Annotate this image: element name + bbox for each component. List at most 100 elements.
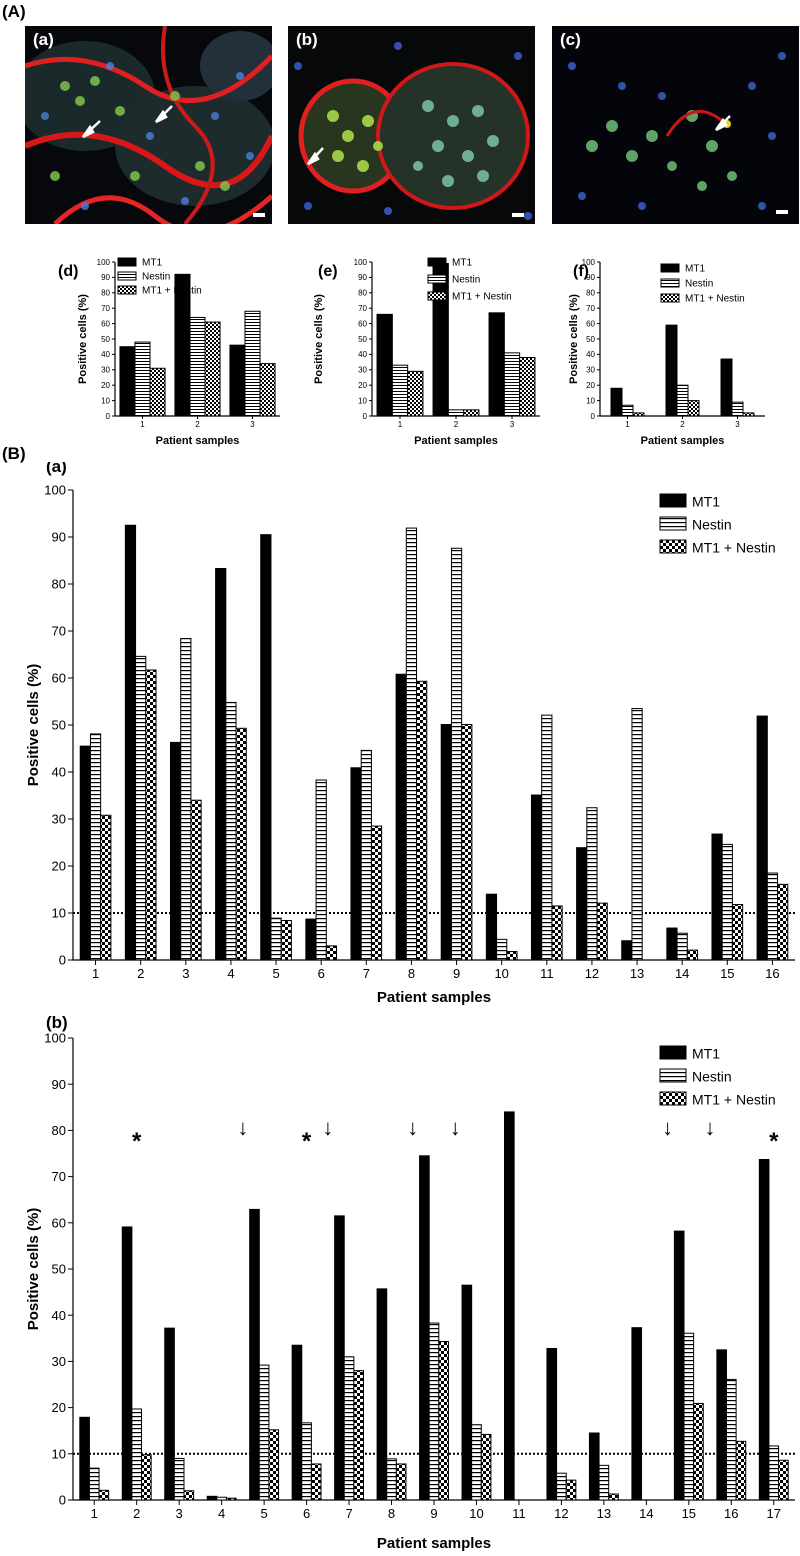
x-tick-label: 16 [765, 966, 779, 981]
bar [98, 1489, 110, 1501]
y-tick-label: 20 [52, 859, 66, 874]
y-tick-label: 30 [101, 366, 110, 375]
legend-mt1-label: MT1 [452, 258, 472, 269]
bar [334, 1215, 345, 1501]
chart-f: (f) Positive cells (%) Patient samples 0… [568, 258, 765, 447]
arrow-annotation: ↓ [322, 1115, 333, 1140]
bar [541, 714, 553, 961]
bar [315, 779, 327, 961]
y-tick-label: 10 [358, 396, 367, 405]
bar [621, 940, 633, 961]
y-tick-label: 20 [586, 381, 595, 390]
bar [432, 263, 449, 417]
bar [280, 920, 292, 961]
bar [353, 1370, 364, 1501]
x-tick-label: 14 [639, 1506, 653, 1521]
y-tick-label: 60 [101, 319, 110, 328]
bar [461, 724, 473, 961]
bar [666, 927, 678, 961]
bar [141, 1454, 152, 1501]
bar [778, 1459, 789, 1501]
y-tick-label: 100 [44, 1031, 66, 1046]
y-tick-label: 70 [52, 624, 66, 639]
bar [229, 344, 246, 417]
legend-nestin-label: Nestin [692, 1069, 732, 1085]
y-tick-label: 10 [52, 906, 66, 921]
bar [258, 1364, 270, 1501]
bar [551, 905, 563, 961]
bar [180, 638, 192, 961]
legend-nestin-swatch [660, 278, 680, 288]
x-tick-label: 1 [625, 420, 630, 429]
x-tick-label: 3 [250, 420, 255, 429]
x-axis-label: Patient samples [377, 1535, 491, 1552]
y-tick-label: 10 [101, 396, 110, 405]
x-tick-label: 2 [680, 420, 685, 429]
legend-mt1-nestin-swatch [659, 1091, 687, 1106]
bar [731, 904, 744, 961]
bar [164, 1327, 175, 1501]
legend-nestin-swatch [427, 274, 447, 284]
bar [407, 370, 424, 417]
bar [395, 673, 407, 961]
bar [576, 847, 588, 961]
panel-label-B: (B) [2, 444, 26, 463]
y-tick-label: 80 [52, 1123, 66, 1138]
bar [686, 949, 699, 961]
y-tick-label: 20 [358, 381, 367, 390]
y-axis-label: Positive cells (%) [25, 1208, 42, 1331]
x-tick-label: 3 [176, 1506, 183, 1521]
bar [665, 324, 678, 417]
bar [376, 313, 393, 417]
plot-area: 0 10 20 30 40 50 60 70 80 90 100 1 2 3 MT1 Nestin MT1 + … [97, 257, 280, 429]
legend-mt1-nestin-label: MT1 + Nestin [142, 286, 202, 297]
bar [204, 321, 221, 417]
arrow-annotation: ↓ [705, 1115, 716, 1140]
micrograph-a-image [25, 26, 272, 224]
bar [676, 384, 689, 417]
bar [370, 825, 383, 961]
bar [530, 794, 543, 961]
chart-title: (a) [46, 462, 67, 476]
bar [88, 1467, 100, 1501]
bar [598, 1464, 610, 1501]
bar [419, 1155, 430, 1501]
x-tick-label: 6 [303, 1506, 310, 1521]
y-axis-label: Positive cells (%) [568, 294, 580, 384]
x-tick-label: 15 [682, 1506, 696, 1521]
y-tick-label: 30 [358, 366, 367, 375]
bar [586, 807, 598, 961]
bar [124, 524, 137, 961]
bar [386, 1458, 397, 1501]
bar [735, 1440, 747, 1501]
x-tick-label: 3 [735, 420, 740, 429]
bar [504, 1111, 515, 1501]
legend-nestin-label: Nestin [692, 517, 732, 533]
scale-bar [776, 210, 788, 214]
legend-mt1-label: MT1 [142, 258, 162, 269]
arrow-annotation: ↓ [450, 1115, 461, 1140]
bar [683, 1332, 695, 1501]
x-tick-label: 15 [720, 966, 734, 981]
y-tick-label: 10 [586, 396, 595, 405]
bar [291, 1344, 303, 1501]
asterisk-annotation: * [769, 1128, 779, 1155]
bar [503, 352, 521, 417]
x-tick-label: 11 [540, 966, 554, 981]
bar [225, 701, 237, 961]
x-tick-label: 13 [597, 1506, 611, 1521]
y-tick-label: 70 [52, 1169, 66, 1184]
legend-mt1-swatch [659, 493, 687, 508]
bar [360, 749, 372, 961]
y-tick-label: 50 [52, 718, 66, 733]
x-tick-label: 14 [675, 966, 689, 981]
bar [687, 400, 700, 417]
bar [89, 733, 102, 961]
legend-nestin-swatch [117, 271, 137, 281]
bar [693, 1402, 704, 1501]
bar [556, 1472, 567, 1501]
x-tick-label: 10 [469, 1506, 483, 1521]
micrograph-c-image [552, 26, 799, 224]
bar [416, 680, 428, 961]
